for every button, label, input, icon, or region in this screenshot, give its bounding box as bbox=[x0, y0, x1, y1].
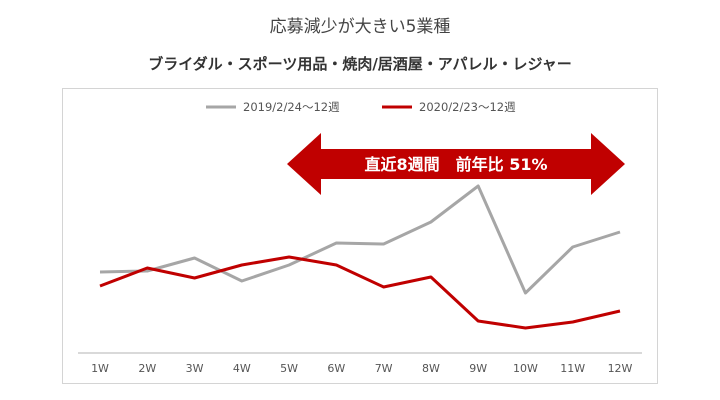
x-tick-label: 7W bbox=[375, 362, 393, 375]
x-tick-label: 1W bbox=[91, 362, 109, 375]
double-arrow-annotation bbox=[287, 133, 625, 195]
x-tick-label: 12W bbox=[608, 362, 633, 375]
chart-title: 応募減少が大きい5業種 bbox=[269, 17, 451, 37]
legend-label: 2019/2/24〜12週 bbox=[243, 100, 340, 114]
x-tick-label: 6W bbox=[327, 362, 345, 375]
chart-frame bbox=[62, 88, 658, 384]
chart-subtitle: ブライダル・スポーツ用品・焼肉/居酒屋・アパレル・レジャー bbox=[148, 55, 572, 73]
x-tick-label: 4W bbox=[233, 362, 251, 375]
x-tick-label: 2W bbox=[138, 362, 156, 375]
series-line-2019 bbox=[99, 184, 621, 295]
x-tick-label: 8W bbox=[422, 362, 440, 375]
x-tick-label: 5W bbox=[280, 362, 298, 375]
x-tick-label: 9W bbox=[469, 362, 487, 375]
series-line-2020 bbox=[99, 255, 621, 330]
x-tick-label: 10W bbox=[513, 362, 538, 375]
x-tick-label: 11W bbox=[560, 362, 585, 375]
x-tick-label: 3W bbox=[186, 362, 204, 375]
legend-label: 2020/2/23〜12週 bbox=[419, 100, 516, 114]
annotation-label: 直近8週間 前年比 51% bbox=[364, 155, 547, 174]
